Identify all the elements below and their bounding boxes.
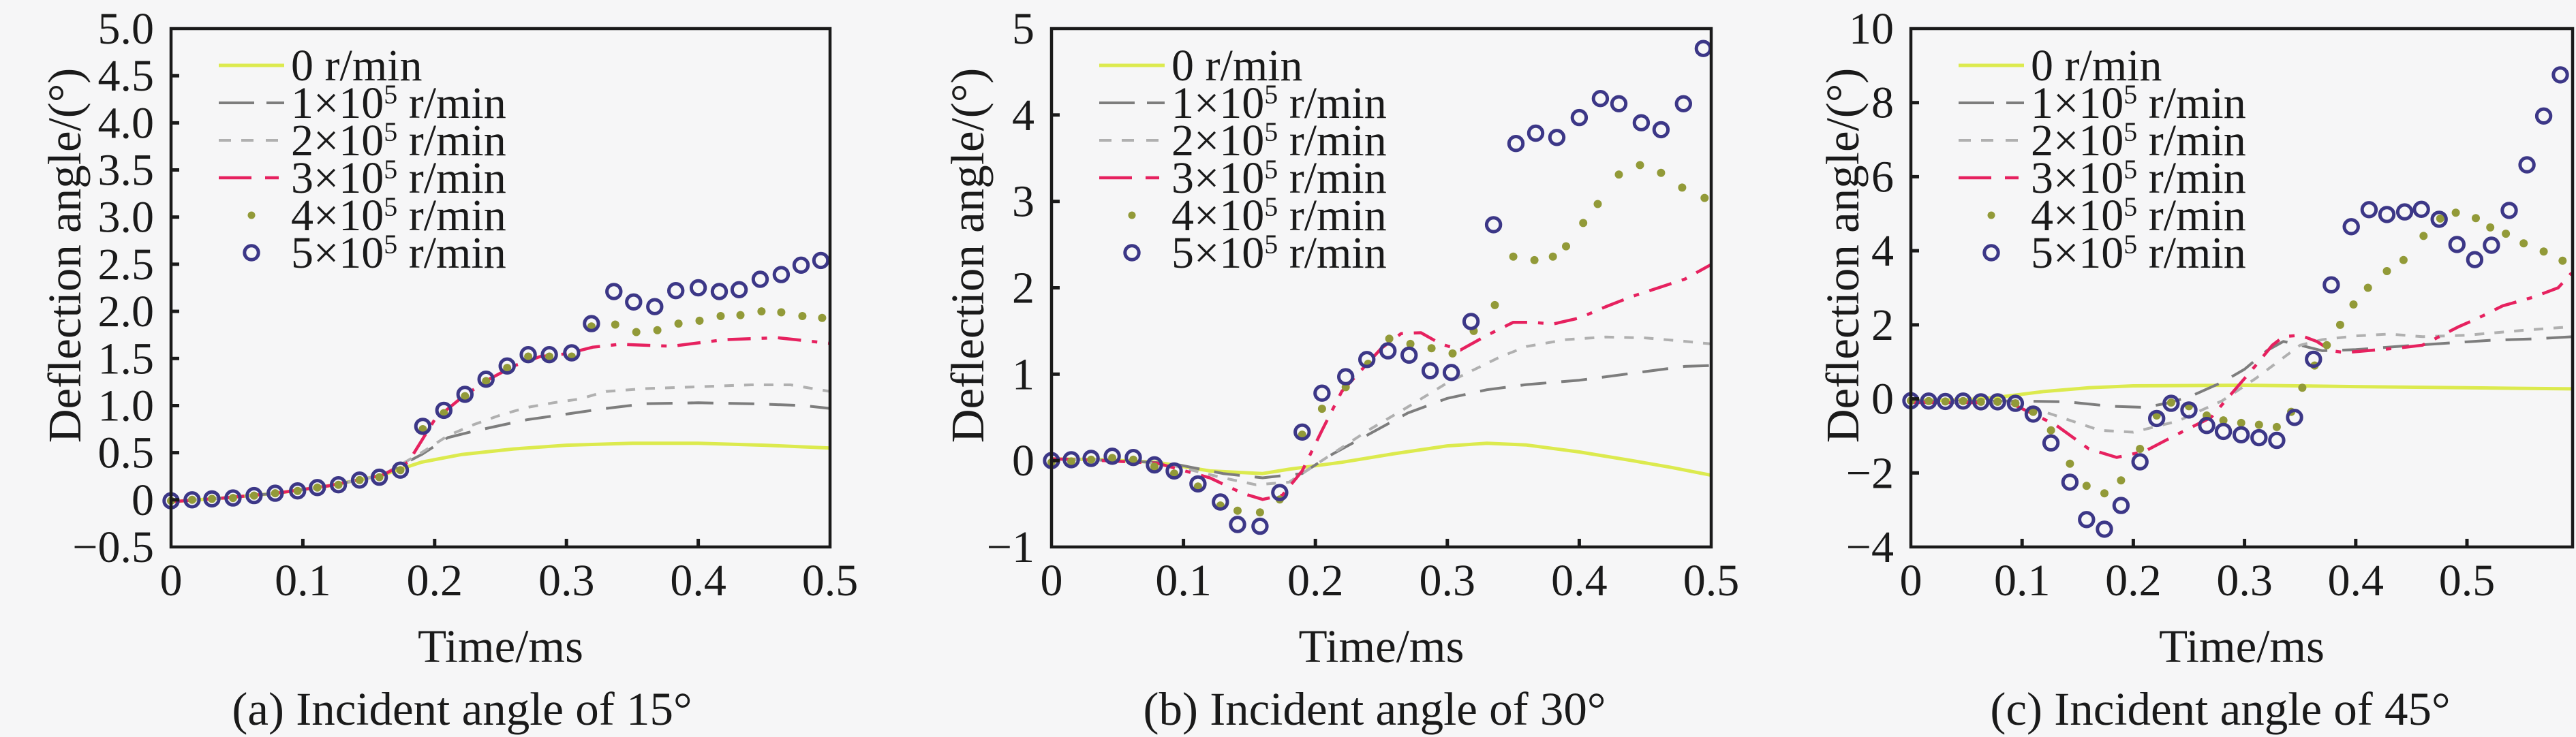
svg-text:(a) Incident angle of 15°: (a) Incident angle of 15°: [232, 683, 692, 735]
svg-text:2.0: 2.0: [98, 287, 155, 336]
svg-text:0.3: 0.3: [538, 556, 595, 606]
svg-text:2: 2: [1012, 264, 1034, 313]
svg-text:0.2: 0.2: [407, 556, 463, 606]
svg-text:1×105 r/min: 1×105 r/min: [2031, 78, 2246, 128]
svg-text:−4: −4: [1846, 522, 1894, 572]
svg-text:5×105 r/min: 5×105 r/min: [2031, 228, 2246, 278]
svg-text:5×105 r/min: 5×105 r/min: [291, 228, 506, 278]
svg-text:0.4: 0.4: [1551, 556, 1608, 606]
svg-text:3×105 r/min: 3×105 r/min: [291, 153, 506, 203]
svg-text:0 r/min: 0 r/min: [1171, 41, 1303, 91]
svg-text:0: 0: [132, 475, 154, 525]
svg-text:0: 0: [1871, 375, 1894, 424]
svg-text:Time/ms: Time/ms: [418, 621, 583, 672]
svg-text:0.5: 0.5: [2439, 556, 2496, 606]
svg-text:0.1: 0.1: [1994, 556, 2051, 606]
svg-text:0.4: 0.4: [2328, 556, 2385, 606]
svg-text:0.2: 0.2: [1287, 556, 1344, 606]
svg-text:1.5: 1.5: [98, 334, 155, 383]
svg-text:0.5: 0.5: [98, 428, 155, 478]
svg-text:0.4: 0.4: [670, 556, 726, 606]
svg-text:0.5: 0.5: [802, 556, 859, 606]
svg-text:0: 0: [1012, 436, 1034, 486]
svg-text:3.5: 3.5: [98, 146, 155, 195]
svg-text:0.5: 0.5: [1683, 556, 1740, 606]
svg-text:0.1: 0.1: [1155, 556, 1212, 606]
svg-text:4: 4: [1012, 91, 1034, 140]
svg-text:0: 0: [1900, 556, 1922, 606]
svg-text:4.0: 4.0: [98, 98, 155, 148]
svg-text:3×105 r/min: 3×105 r/min: [2031, 153, 2246, 203]
svg-text:−1: −1: [987, 522, 1034, 572]
svg-text:6: 6: [1871, 152, 1894, 202]
svg-text:Deflection angle/(°): Deflection angle/(°): [39, 68, 91, 443]
svg-text:5.0: 5.0: [98, 4, 155, 54]
svg-text:0.1: 0.1: [275, 556, 331, 606]
svg-text:0: 0: [160, 556, 183, 606]
svg-text:−0.5: −0.5: [72, 522, 154, 572]
svg-text:0 r/min: 0 r/min: [2031, 41, 2162, 91]
svg-text:4×105 r/min: 4×105 r/min: [291, 191, 506, 240]
svg-text:Time/ms: Time/ms: [1299, 621, 1465, 672]
svg-text:4×105 r/min: 4×105 r/min: [2031, 191, 2246, 240]
svg-text:5: 5: [1012, 4, 1034, 54]
svg-text:2×105 r/min: 2×105 r/min: [1171, 116, 1387, 166]
svg-text:2×105 r/min: 2×105 r/min: [291, 116, 506, 166]
svg-text:−2: −2: [1846, 448, 1894, 498]
svg-text:0.2: 0.2: [2105, 556, 2162, 606]
svg-text:4: 4: [1871, 226, 1894, 276]
svg-text:1: 1: [1012, 349, 1034, 399]
svg-text:2×105 r/min: 2×105 r/min: [2031, 116, 2246, 166]
svg-text:0.3: 0.3: [1420, 556, 1476, 606]
svg-text:1.0: 1.0: [98, 381, 155, 431]
svg-text:10: 10: [1849, 4, 1894, 54]
svg-text:8: 8: [1871, 78, 1894, 128]
svg-text:(b) Incident angle of 30°: (b) Incident angle of 30°: [1143, 683, 1606, 735]
svg-text:3.0: 3.0: [98, 193, 155, 242]
svg-text:(c) Incident angle of 45°: (c) Incident angle of 45°: [1990, 683, 2450, 735]
svg-text:Deflection angle/(°): Deflection angle/(°): [942, 68, 994, 443]
svg-text:4×105 r/min: 4×105 r/min: [1171, 191, 1387, 240]
svg-text:Deflection angle/(°): Deflection angle/(°): [1817, 68, 1869, 443]
svg-text:2.5: 2.5: [98, 240, 155, 289]
svg-text:0.3: 0.3: [2216, 556, 2273, 606]
svg-text:1×105 r/min: 1×105 r/min: [291, 78, 506, 128]
svg-text:5×105 r/min: 5×105 r/min: [1171, 228, 1387, 278]
svg-text:2: 2: [1871, 300, 1894, 350]
svg-text:0 r/min: 0 r/min: [291, 41, 423, 91]
svg-text:0: 0: [1041, 556, 1063, 606]
svg-text:4.5: 4.5: [98, 51, 155, 101]
svg-text:3: 3: [1012, 177, 1034, 227]
svg-text:3×105 r/min: 3×105 r/min: [1171, 153, 1387, 203]
svg-text:1×105 r/min: 1×105 r/min: [1171, 78, 1387, 128]
svg-text:Time/ms: Time/ms: [2159, 621, 2325, 672]
